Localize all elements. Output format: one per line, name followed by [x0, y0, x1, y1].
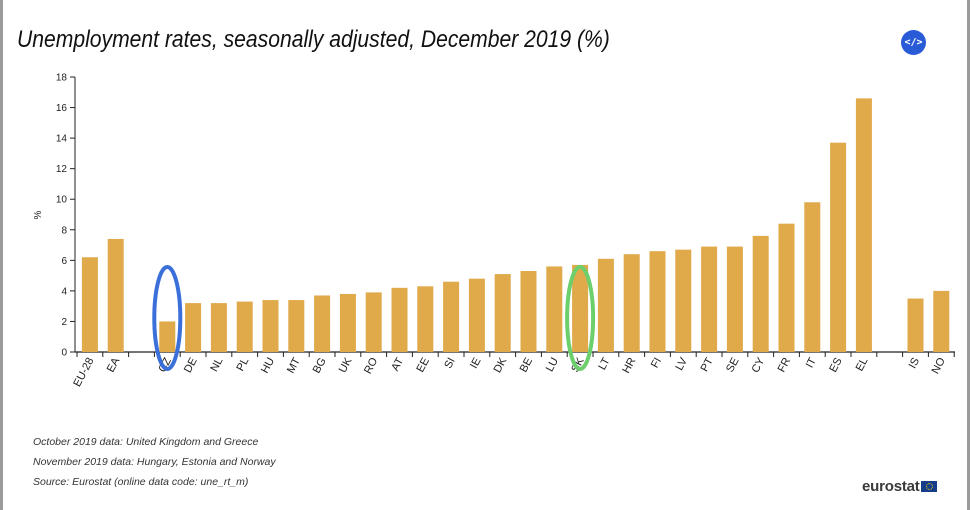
- bar-hu: [262, 300, 279, 352]
- bar-ee: [417, 286, 434, 352]
- x-label-ee: EE: [414, 356, 431, 375]
- x-label-se: SE: [724, 356, 741, 375]
- x-label-uk: UK: [337, 355, 355, 375]
- x-label-ro: RO: [362, 355, 381, 376]
- bar-cz: [159, 321, 176, 352]
- frame-right-border: [967, 0, 970, 510]
- bar-de: [185, 303, 202, 352]
- eu-flag-icon: [920, 480, 937, 492]
- bar-el: [855, 98, 872, 352]
- y-tick-label: 6: [61, 256, 67, 267]
- chart-title: Unemployment rates, seasonally adjusted,…: [17, 26, 610, 53]
- x-label-hr: HR: [620, 356, 638, 376]
- x-label-fi: FI: [649, 356, 664, 370]
- highlight-sk: [565, 265, 596, 371]
- x-label-fr: FR: [776, 356, 794, 375]
- footnote-november: November 2019 data: Hungary, Estonia and…: [33, 456, 276, 468]
- bar-ie: [468, 278, 485, 352]
- x-label-dk: DK: [492, 355, 510, 375]
- y-axis-title: %: [33, 210, 44, 219]
- highlight-ellipses: [152, 265, 596, 371]
- x-label-mt: MT: [285, 356, 303, 376]
- x-label-lt: LT: [596, 356, 612, 372]
- bar-sk: [572, 264, 589, 352]
- x-label-cy: CY: [750, 355, 768, 375]
- x-label-es: ES: [827, 356, 844, 375]
- x-label-at: AT: [389, 356, 406, 374]
- bar-lu: [546, 266, 563, 352]
- x-label-lv: LV: [673, 355, 690, 372]
- y-tick-label: 10: [56, 195, 68, 206]
- eurostat-logo[interactable]: eurostat: [862, 477, 937, 495]
- logo-text: eurostat: [862, 477, 920, 495]
- x-label-de: DE: [182, 356, 200, 375]
- x-label-si: SI: [442, 356, 457, 371]
- bar-hr: [623, 254, 640, 352]
- bar-fi: [649, 251, 666, 352]
- footnote-october: October 2019 data: United Kingdom and Gr…: [33, 436, 259, 448]
- x-label-nl: NL: [208, 356, 225, 374]
- bar-no: [933, 290, 950, 352]
- y-tick-label: 0: [61, 348, 67, 359]
- bar-mt: [288, 300, 305, 352]
- highlight-cz: [152, 265, 183, 371]
- bar-fr: [778, 223, 795, 352]
- frame-left-border: [0, 0, 3, 510]
- x-label-ea: EA: [105, 355, 123, 374]
- bar-ea: [107, 238, 124, 352]
- bar-lt: [597, 258, 614, 352]
- footnote-source: Source: Eurostat (online data code: une_…: [33, 476, 249, 488]
- bar-si: [443, 281, 460, 352]
- bar-pt: [701, 246, 718, 352]
- y-tick-label: 18: [56, 73, 68, 84]
- x-axis-labels: EU-28 EA CZ DE NL PL HU MT BG UK RO AT EE SI IE DK BE LU S…: [71, 355, 948, 389]
- x-label-be: BE: [518, 356, 535, 375]
- y-tick-label: 14: [56, 134, 68, 145]
- bar-bg: [314, 295, 331, 352]
- x-label-el: EL: [854, 356, 871, 374]
- bar-at: [391, 287, 408, 352]
- bar-dk: [494, 274, 511, 352]
- y-tick-label: 2: [61, 317, 67, 328]
- y-tick-label: 8: [61, 225, 67, 236]
- x-label-is: IS: [907, 356, 922, 371]
- code-embed-icon[interactable]: </>: [901, 30, 926, 55]
- bar-it: [804, 202, 821, 352]
- bar-es: [830, 142, 847, 352]
- bars: [76, 98, 955, 357]
- bar-cy: [752, 235, 769, 352]
- x-label-eu-28: EU-28: [71, 356, 96, 389]
- x-label-pt: PT: [699, 356, 716, 374]
- x-label-ie: IE: [468, 356, 483, 371]
- x-label-lu: LU: [544, 356, 561, 374]
- x-label-no: NO: [930, 355, 949, 376]
- bar-nl: [210, 303, 227, 352]
- x-label-pl: PL: [234, 356, 251, 374]
- bar-pl: [236, 301, 253, 352]
- x-label-it: IT: [804, 356, 819, 371]
- bar-be: [520, 271, 537, 352]
- bar-lv: [675, 249, 692, 352]
- y-tick-label: 4: [61, 286, 67, 297]
- bar-eu-28: [81, 257, 98, 352]
- bar-uk: [339, 293, 356, 352]
- y-tick-label: 12: [56, 164, 68, 175]
- bar-is: [907, 298, 924, 352]
- x-label-hu: HU: [259, 356, 277, 376]
- bar-ro: [365, 292, 382, 352]
- y-tick-label: 16: [56, 103, 68, 114]
- x-label-bg: BG: [311, 356, 329, 376]
- bar-se: [726, 246, 743, 352]
